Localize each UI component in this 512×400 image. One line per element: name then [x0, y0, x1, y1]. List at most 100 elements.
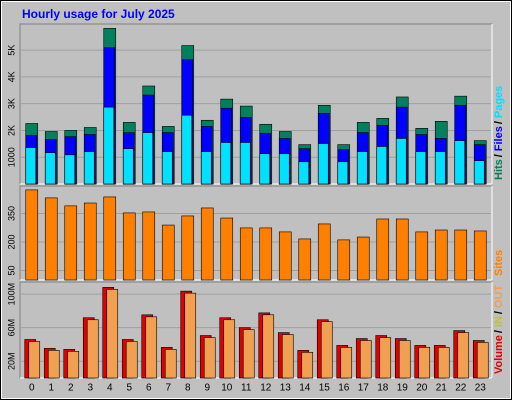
bar [473, 160, 485, 185]
x-tick-label: 16 [338, 383, 350, 394]
y-tick-label: 100M [6, 283, 16, 306]
legend-label: OUT [493, 285, 505, 309]
y-tick-label: 1000 [6, 147, 16, 167]
bar [301, 352, 314, 379]
bar [103, 196, 117, 281]
x-tick-label: 3 [87, 383, 93, 394]
bar [395, 138, 407, 185]
bar [379, 337, 392, 379]
y-tick-label: 5K [6, 45, 16, 56]
y-tick-label: 4K [6, 71, 16, 82]
y-tick-label: 350 [6, 206, 16, 221]
legend-label: Volume [493, 335, 505, 374]
bar [337, 239, 351, 281]
bar [418, 347, 431, 379]
bar [106, 289, 119, 379]
bar [259, 153, 271, 185]
bar [281, 334, 294, 379]
y-tick-label: 60M [6, 319, 16, 337]
x-tick-label: 11 [241, 383, 252, 394]
x-tick-label: 13 [280, 383, 292, 394]
bar [122, 212, 136, 281]
bar [359, 340, 372, 379]
bar [356, 151, 368, 185]
bar [86, 319, 99, 379]
bar [337, 161, 349, 185]
bar [415, 231, 429, 281]
bar [473, 230, 487, 281]
bar [220, 142, 232, 185]
y-tick-label: 2K [6, 125, 16, 136]
x-tick-label: 4 [107, 383, 113, 394]
x-tick-label: 18 [377, 383, 389, 394]
legend-separator: / [493, 330, 505, 333]
x-tick-label: 19 [397, 383, 409, 394]
x-tick-label: 17 [358, 383, 370, 394]
bar [376, 146, 388, 185]
bar [317, 223, 331, 281]
legend-label: IN [493, 316, 505, 327]
bar [415, 151, 427, 185]
bar [356, 236, 370, 281]
x-tick-label: 21 [436, 383, 448, 394]
bar [239, 142, 251, 185]
x-tick-label: 0 [29, 383, 35, 394]
bar [184, 292, 197, 379]
bar [122, 148, 134, 185]
bar [64, 205, 78, 281]
legend-label: Sites [493, 250, 505, 276]
bar [317, 143, 329, 185]
x-tick-label: 8 [185, 383, 191, 394]
bar [298, 238, 312, 281]
bar [200, 207, 214, 281]
x-tick-label: 20 [416, 383, 428, 394]
x-tick-label: 23 [475, 383, 487, 394]
x-tick-label: 15 [319, 383, 331, 394]
bar [320, 321, 333, 379]
chart-title: Hourly usage for July 2025 [22, 7, 175, 21]
bar [278, 231, 292, 281]
bar [44, 152, 56, 185]
bar [434, 151, 446, 185]
x-tick-label: 5 [126, 383, 132, 394]
bar [437, 347, 450, 379]
bar [454, 229, 468, 281]
x-tick-label: 6 [146, 383, 152, 394]
x-tick-label: 12 [260, 383, 272, 394]
bar [125, 341, 138, 379]
legend-separator: / [493, 154, 505, 157]
legend-separator: / [493, 121, 505, 124]
bar [25, 189, 39, 281]
bar [161, 224, 175, 281]
bar [200, 151, 212, 185]
bar [161, 151, 173, 185]
bar [476, 342, 489, 379]
legend-label: Pages [493, 86, 505, 118]
bar [83, 151, 95, 185]
x-tick-label: 14 [299, 383, 311, 394]
legend-separator: / [493, 311, 505, 314]
bar [434, 229, 448, 281]
bar [28, 341, 41, 379]
bar [47, 350, 60, 379]
bar [83, 202, 97, 281]
bar [64, 154, 76, 185]
bar [181, 215, 195, 281]
x-tick-label: 7 [165, 383, 171, 394]
x-tick-label: 1 [48, 383, 54, 394]
bar [220, 217, 234, 281]
bar [457, 332, 470, 379]
x-tick-label: 9 [204, 383, 210, 394]
bar [223, 319, 236, 379]
bar [181, 114, 193, 185]
bar [454, 140, 466, 185]
bar [262, 314, 275, 379]
bar [67, 351, 80, 379]
bar [103, 106, 115, 185]
x-tick-label: 2 [68, 383, 74, 394]
bar [242, 329, 255, 379]
bar [145, 316, 158, 379]
y-tick-label: 3K [6, 98, 16, 109]
